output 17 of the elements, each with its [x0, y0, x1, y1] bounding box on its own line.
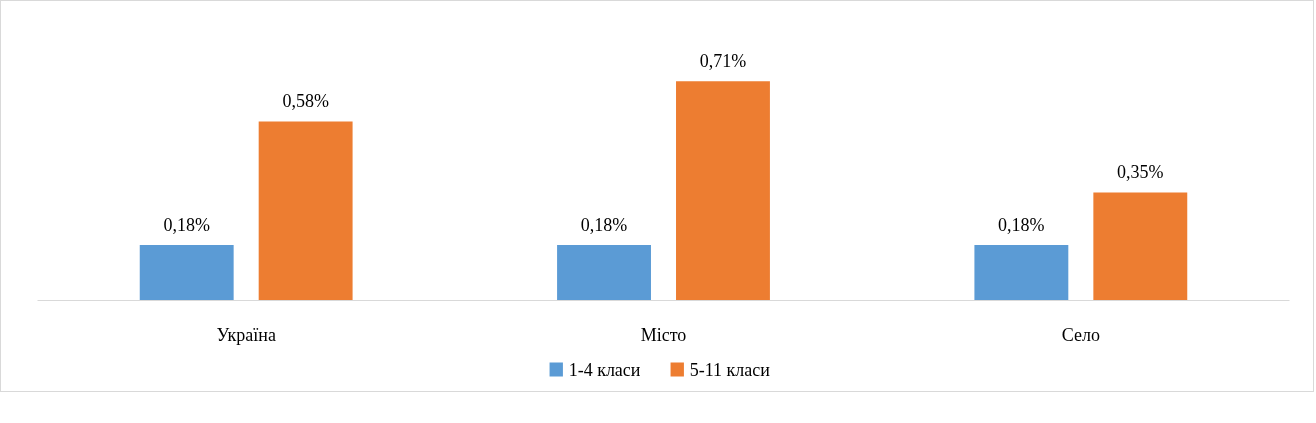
x-tick-label: Місто	[640, 324, 687, 345]
data-label: 0,71%	[699, 51, 747, 72]
x-tick-label: Україна	[216, 324, 276, 345]
bar	[139, 244, 234, 301]
data-label: 0,58%	[282, 91, 329, 112]
legend-label: 5-11 класи	[689, 359, 771, 380]
bar	[974, 244, 1069, 301]
bar	[676, 81, 770, 301]
x-tick-label: Село	[1061, 324, 1100, 345]
data-label: 0,35%	[1117, 162, 1164, 183]
bar	[1093, 192, 1188, 301]
data-label: 0,18%	[163, 214, 210, 235]
data-label: 0,18%	[580, 214, 628, 235]
data-label: 0,18%	[998, 214, 1045, 235]
bar	[258, 121, 353, 301]
bar	[557, 244, 651, 301]
legend-label: 1-4 класи	[568, 359, 641, 380]
